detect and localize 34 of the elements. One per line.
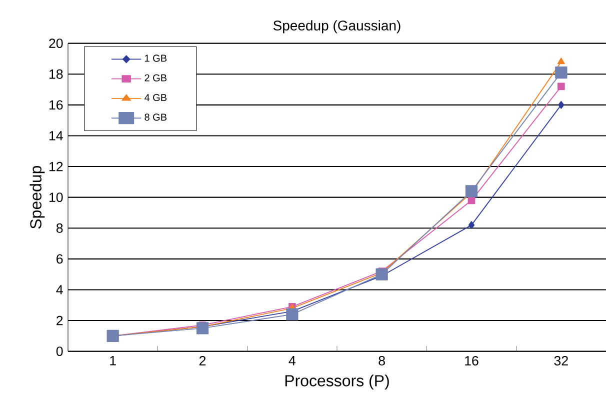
point bbox=[557, 82, 565, 90]
x-tick-label: 1 bbox=[110, 356, 116, 366]
point bbox=[376, 268, 388, 280]
point bbox=[468, 221, 475, 229]
point bbox=[558, 100, 564, 109]
x-tick-label: 8 bbox=[378, 356, 385, 366]
legend-label: 4 GB bbox=[144, 94, 167, 102]
legend-label: 1 GB bbox=[145, 54, 167, 62]
x-axis-title: Processors (P) bbox=[285, 374, 389, 390]
chart-title: Speedup (Gaussian) bbox=[273, 20, 400, 34]
y-tick-label: 4 bbox=[56, 285, 63, 294]
point bbox=[196, 322, 209, 334]
legend-label: 2 GB bbox=[144, 74, 167, 82]
y-tick-label: 2 bbox=[56, 316, 63, 326]
y-tick-label: 8 bbox=[56, 223, 63, 233]
x-tick-label: 4 bbox=[288, 356, 296, 366]
x-tick-label: 32 bbox=[554, 356, 568, 366]
y-tick-label: 18 bbox=[49, 69, 63, 79]
x-tick-label: 16 bbox=[465, 356, 478, 366]
y-tick-label: 12 bbox=[49, 162, 63, 172]
y-tick-label: 20 bbox=[49, 38, 63, 48]
y-axis-title: Speedup bbox=[30, 166, 45, 229]
legend-label: 8 GB bbox=[144, 114, 167, 121]
y-tick-label: 16 bbox=[49, 100, 63, 110]
point bbox=[468, 196, 476, 204]
point bbox=[286, 308, 298, 320]
point bbox=[465, 185, 478, 198]
y-tick-label: 10 bbox=[49, 192, 63, 202]
y-tick-label: 6 bbox=[56, 254, 63, 264]
point bbox=[106, 330, 119, 342]
y-tick-label: 0 bbox=[56, 346, 63, 356]
point bbox=[555, 66, 568, 79]
x-tick-label: 2 bbox=[199, 356, 206, 366]
y-tick-label: 14 bbox=[49, 131, 63, 140]
